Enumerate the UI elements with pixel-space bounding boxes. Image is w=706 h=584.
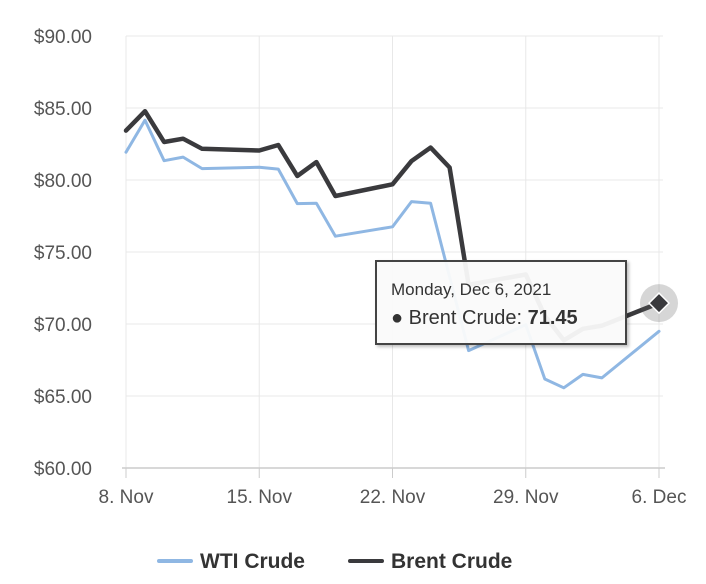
hover-markers	[640, 284, 678, 323]
x-tick-label: 29. Nov	[493, 487, 559, 508]
tooltip-bullet: ●	[391, 307, 409, 329]
tooltip-row: ● Brent Crude: 71.45	[391, 307, 578, 329]
tooltip-value: 71.45	[527, 307, 578, 329]
series-line-wti-crude	[124, 118, 661, 390]
legend-label: Brent Crude	[391, 550, 512, 573]
y-tick-label: $70.00	[34, 315, 92, 336]
x-tick-label: 22. Nov	[360, 487, 426, 508]
chart-grid	[125, 35, 663, 469]
chart-axes: $60.00 $65.00 $70.00 $75.00 $80.00 $85.00 $90.…	[34, 27, 687, 508]
chart-tooltip: Monday, Dec 6, 2021 ● Brent Crude: 71.45	[375, 260, 627, 345]
y-tick-label: $65.00	[34, 387, 92, 408]
y-tick-label: $90.00	[34, 27, 92, 48]
x-tick-label: 6. Dec	[632, 487, 687, 508]
x-tick-label: 15. Nov	[227, 487, 293, 508]
legend-label: WTI Crude	[200, 550, 305, 573]
x-tick-label: 8. Nov	[99, 487, 154, 508]
y-tick-label: $75.00	[34, 243, 92, 264]
tooltip-series-name: Brent Crude	[408, 307, 517, 329]
y-tick-label: $80.00	[34, 171, 92, 192]
tooltip-date: Monday, Dec 6, 2021	[391, 280, 552, 299]
chart-legend[interactable]: WTI Crude Brent Crude	[157, 550, 512, 573]
hover-point-diamond	[647, 292, 671, 315]
y-tick-label: $85.00	[34, 99, 92, 120]
y-tick-label: $60.00	[34, 459, 92, 480]
